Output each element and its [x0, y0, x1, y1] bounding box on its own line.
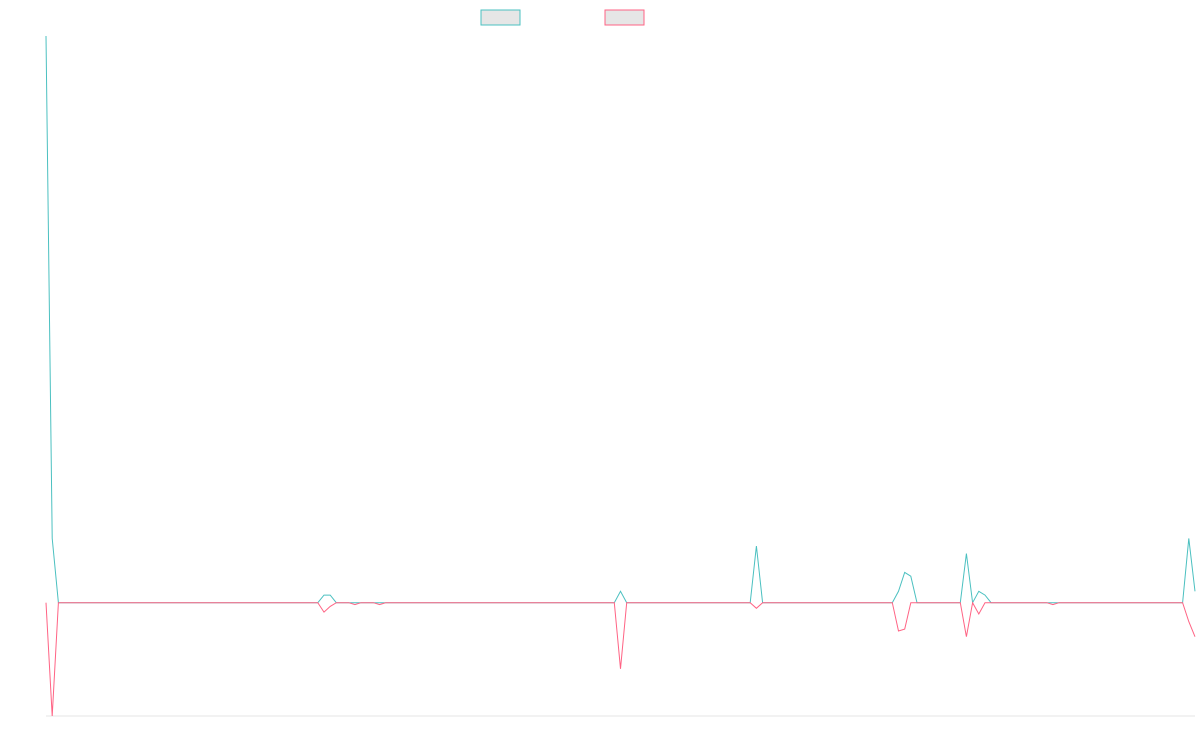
- legend-swatch-1[interactable]: [480, 9, 521, 26]
- series-line-1: [45, 35, 1196, 605]
- series-line-2: [45, 601, 1196, 717]
- legend-swatch-2[interactable]: [604, 9, 645, 26]
- series-layer: [45, 35, 1196, 717]
- legend: [480, 9, 645, 26]
